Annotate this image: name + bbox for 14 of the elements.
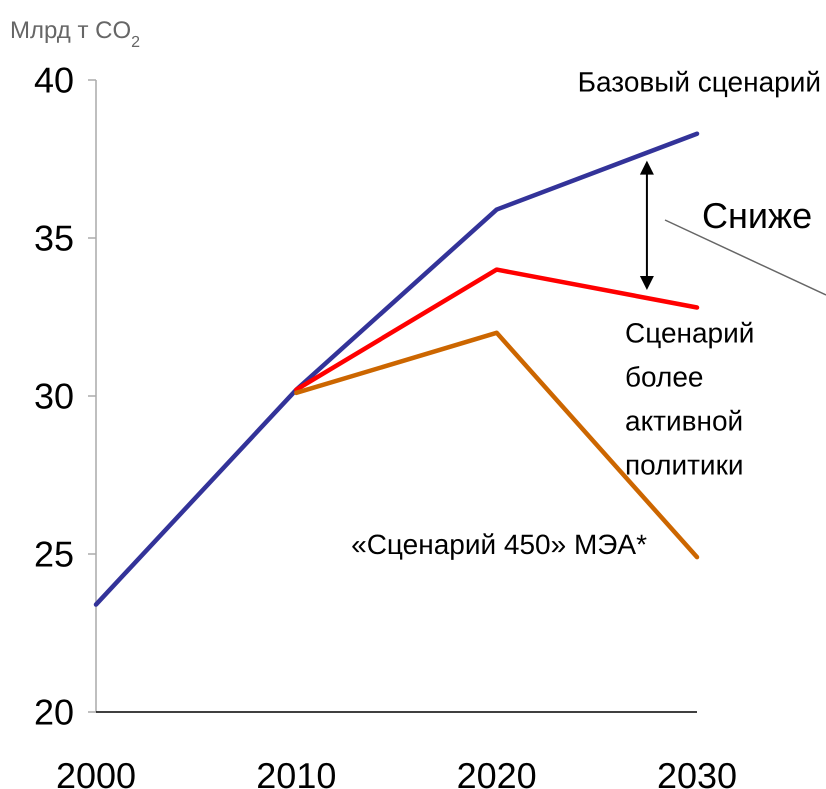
- y-tick-label: 30: [34, 376, 74, 417]
- x-tick-label: 2010: [256, 755, 336, 789]
- y-tick-label: 35: [34, 218, 74, 259]
- x-tick-label: 2000: [56, 755, 136, 789]
- x-tick-label: 2030: [656, 755, 738, 789]
- series-label: Сценарий более активной политики: [625, 318, 754, 481]
- y-tick-label: 20: [34, 692, 74, 733]
- y-axis-title: Млрд т CO$_{2}$: [10, 17, 140, 50]
- text: Сниже: [702, 195, 812, 236]
- x-tick-label: 2020: [456, 755, 537, 789]
- y-tick-label: 40: [34, 60, 74, 101]
- y-tick-label: 25: [34, 534, 74, 575]
- series-label: Базовый сценарий: [578, 66, 821, 98]
- series-label: «Сценарий 450» МЭА*: [351, 529, 648, 560]
